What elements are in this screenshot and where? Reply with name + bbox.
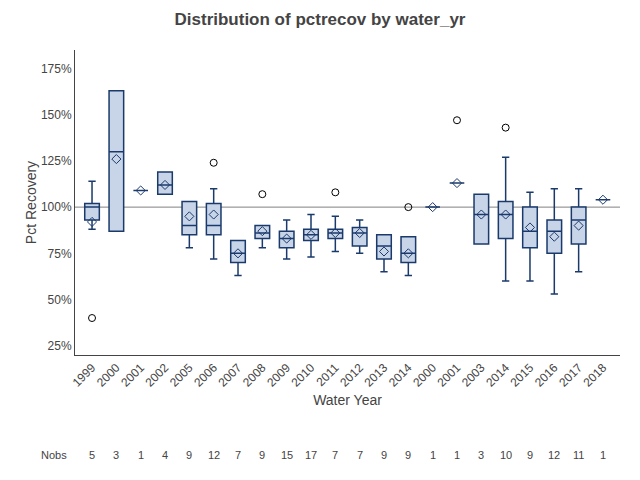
svg-text:2011: 2011: [314, 361, 342, 389]
svg-text:9: 9: [186, 449, 192, 461]
svg-text:50%: 50%: [48, 293, 72, 307]
svg-text:1999: 1999: [70, 361, 99, 390]
svg-text:9: 9: [405, 449, 411, 461]
svg-text:2015: 2015: [508, 361, 537, 390]
svg-text:2002: 2002: [143, 361, 172, 390]
svg-text:2000: 2000: [94, 361, 123, 390]
svg-text:2013: 2013: [362, 361, 391, 390]
svg-text:12: 12: [548, 449, 560, 461]
svg-text:2009: 2009: [264, 361, 293, 390]
svg-text:2001: 2001: [435, 361, 464, 390]
svg-text:3: 3: [478, 449, 484, 461]
svg-text:2000: 2000: [410, 361, 439, 390]
svg-text:2007: 2007: [216, 361, 245, 390]
svg-text:12: 12: [208, 449, 220, 461]
svg-text:9: 9: [259, 449, 265, 461]
svg-text:2008: 2008: [240, 361, 269, 390]
svg-text:1: 1: [600, 449, 606, 461]
svg-text:Distribution of pctrecov by wa: Distribution of pctrecov by water_yr: [175, 10, 466, 29]
svg-text:2016: 2016: [532, 361, 561, 390]
svg-text:Pct Recovery: Pct Recovery: [23, 161, 39, 244]
svg-text:7: 7: [332, 449, 338, 461]
svg-text:2014: 2014: [483, 361, 512, 390]
svg-text:2014: 2014: [386, 361, 415, 390]
svg-text:100%: 100%: [41, 200, 72, 214]
svg-text:1: 1: [138, 449, 144, 461]
svg-text:150%: 150%: [41, 108, 72, 122]
svg-text:125%: 125%: [41, 154, 72, 168]
svg-text:2017: 2017: [556, 361, 585, 390]
svg-text:7: 7: [357, 449, 363, 461]
svg-text:1: 1: [430, 449, 436, 461]
svg-text:2018: 2018: [581, 361, 610, 390]
svg-text:17: 17: [305, 449, 317, 461]
svg-text:2001: 2001: [118, 361, 147, 390]
svg-text:15: 15: [281, 449, 293, 461]
svg-text:1: 1: [454, 449, 460, 461]
svg-text:75%: 75%: [48, 247, 72, 261]
svg-text:2005: 2005: [167, 361, 196, 390]
svg-text:Water Year: Water Year: [313, 392, 382, 408]
svg-text:9: 9: [527, 449, 533, 461]
svg-text:9: 9: [381, 449, 387, 461]
svg-text:2006: 2006: [191, 361, 220, 390]
svg-text:4: 4: [162, 449, 168, 461]
svg-text:3: 3: [113, 449, 119, 461]
svg-text:175%: 175%: [41, 62, 72, 76]
svg-text:11: 11: [573, 449, 584, 461]
svg-text:2012: 2012: [337, 361, 366, 390]
svg-text:2010: 2010: [289, 361, 318, 390]
svg-text:5: 5: [89, 449, 95, 461]
svg-text:Nobs: Nobs: [41, 449, 67, 461]
svg-text:25%: 25%: [48, 339, 72, 353]
svg-text:2003: 2003: [459, 361, 488, 390]
svg-text:10: 10: [500, 449, 512, 461]
svg-text:7: 7: [235, 449, 241, 461]
